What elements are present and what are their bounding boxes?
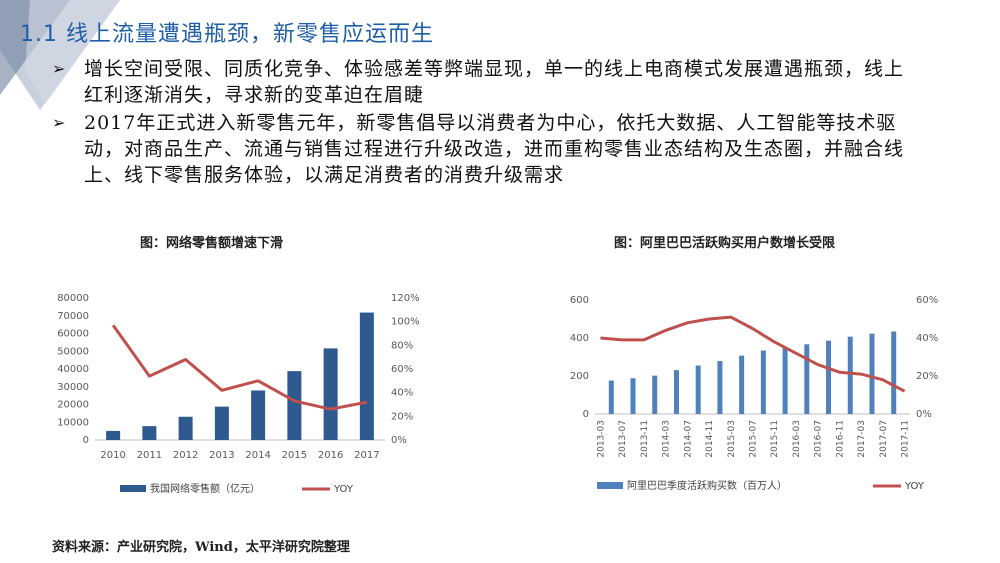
x-tick-label: 2014-07 — [683, 420, 693, 458]
y-left-tick-label: 0 — [583, 409, 589, 420]
legend-line-label: YOY — [904, 481, 925, 492]
y-right-tick-label: 120% — [391, 293, 420, 304]
y-left-tick-label: 80000 — [57, 293, 89, 304]
y-left-tick-label: 40000 — [57, 364, 89, 375]
x-tick-label: 2017 — [354, 450, 379, 461]
bar — [782, 347, 788, 414]
y-left-tick-label: 400 — [570, 333, 589, 344]
y-right-tick-label: 80% — [391, 340, 413, 351]
y-left-tick-label: 60000 — [57, 329, 89, 340]
x-tick-label: 2013-07 — [618, 420, 628, 458]
legend-bar-swatch — [597, 482, 623, 489]
y-left-tick-label: 30000 — [57, 382, 89, 393]
page-title: 1.1 线上流量遭遇瓶颈，新零售应运而生 — [20, 22, 434, 47]
yoy-line — [111, 324, 368, 411]
x-tick-label: 2014-03 — [662, 420, 672, 458]
x-tick-label: 2017-11 — [901, 420, 911, 458]
x-tick-label: 2015-03 — [727, 420, 737, 458]
y-right-tick-label: 20% — [391, 411, 413, 422]
arrow-bullet-icon: ➢ — [52, 59, 67, 78]
y-left-tick-label: 200 — [570, 371, 589, 382]
bar — [178, 416, 193, 440]
x-tick-label: 2011 — [137, 450, 162, 461]
bar — [891, 331, 897, 414]
y-left-tick-label: 600 — [570, 295, 589, 306]
x-tick-label: 2016-11 — [835, 420, 845, 458]
x-tick-label: 2016-07 — [814, 420, 824, 458]
bar — [251, 390, 266, 440]
chart1-title: 图：网络零售额增速下滑 — [140, 236, 284, 251]
y-right-tick-label: 40% — [916, 333, 938, 344]
bar — [695, 365, 701, 414]
y-left-tick-label: 50000 — [57, 346, 89, 357]
bullet-item: ➢ 增长空间受限、同质化竞争、体验感差等弊端显现，单一的线上电商模式发展遭遇瓶颈… — [52, 56, 912, 108]
chart-online-retail: 0 10000 20000 30000 40000 50000 60000 70000 8000… — [57, 293, 420, 495]
x-tick-label: 2015-07 — [749, 420, 759, 458]
y-left-tick-label: 10000 — [57, 417, 89, 428]
bullet-text: 增长空间受限、同质化竞争、体验感差等弊端显现，单一的线上电商模式发展遭遇瓶颈，线… — [84, 58, 905, 106]
y-right-tick-label: 0% — [391, 435, 407, 446]
y-right-tick-label: 0% — [916, 409, 932, 420]
x-tick-label: 2012 — [173, 450, 198, 461]
x-tick-label: 2013-03 — [596, 420, 606, 458]
bullet-text: 2017年正式进入新零售元年，新零售倡导以消费者为中心，依托大数据、人工智能等技… — [84, 112, 905, 186]
bar — [142, 426, 157, 440]
yoy-line — [600, 315, 906, 393]
bar — [652, 375, 658, 414]
x-tick-label: 2013 — [209, 450, 234, 461]
y-left-tick-label: 70000 — [57, 311, 89, 322]
chart-alibaba-users: 0 200 400 600 0% 20% 40% 60% 2013-03 2013-07 2013-… — [570, 295, 938, 492]
bar — [717, 360, 723, 414]
x-tick-label: 2015-11 — [770, 420, 780, 458]
y-right-tick-label: 60% — [916, 295, 938, 306]
y-right-tick-label: 100% — [391, 317, 420, 328]
legend-line-label: YOY — [333, 484, 354, 495]
bar — [804, 344, 810, 414]
legend-bar-swatch — [120, 485, 146, 492]
x-tick-label: 2015 — [282, 450, 307, 461]
y-right-tick-label: 20% — [916, 371, 938, 382]
bar — [826, 340, 832, 414]
bar — [608, 380, 614, 414]
bar — [630, 378, 636, 414]
x-tick-label: 2010 — [100, 450, 125, 461]
x-tick-label: 2016-03 — [792, 420, 802, 458]
legend-bar-label: 阿里巴巴季度活跃购买数（百万人） — [627, 479, 787, 492]
chart2-title: 图：阿里巴巴活跃购买用户数增长受限 — [614, 236, 836, 251]
source-note: 资料来源：产业研究院，Wind，太平洋研究院整理 — [52, 540, 350, 555]
bar — [214, 406, 229, 440]
bar — [673, 370, 679, 414]
bar — [323, 348, 338, 440]
arrow-bullet-icon: ➢ — [52, 113, 67, 132]
corner-decoration — [0, 0, 120, 110]
y-left-tick-label: 20000 — [57, 400, 89, 411]
bar — [106, 430, 121, 440]
bar — [359, 312, 374, 440]
x-tick-label: 2014-11 — [705, 420, 715, 458]
bar — [287, 371, 302, 440]
bar — [847, 336, 853, 414]
y-right-tick-label: 60% — [391, 364, 413, 375]
bullet-item: ➢ 2017年正式进入新零售元年，新零售倡导以消费者为中心，依托大数据、人工智能… — [52, 110, 912, 188]
x-tick-label: 2017-03 — [857, 420, 867, 458]
x-tick-label: 2017-07 — [879, 420, 889, 458]
bullet-list: ➢ 增长空间受限、同质化竞争、体验感差等弊端显现，单一的线上电商模式发展遭遇瓶颈… — [52, 56, 912, 190]
y-right-tick-label: 40% — [391, 388, 413, 399]
x-tick-label: 2013-11 — [640, 420, 650, 458]
x-tick-label: 2016 — [318, 450, 343, 461]
y-left-tick-label: 0 — [83, 435, 89, 446]
bar — [760, 350, 766, 414]
bar — [869, 333, 875, 414]
legend-bar-label: 我国网络零售额（亿元） — [150, 482, 260, 495]
x-tick-label: 2014 — [245, 450, 270, 461]
bar — [739, 355, 745, 414]
